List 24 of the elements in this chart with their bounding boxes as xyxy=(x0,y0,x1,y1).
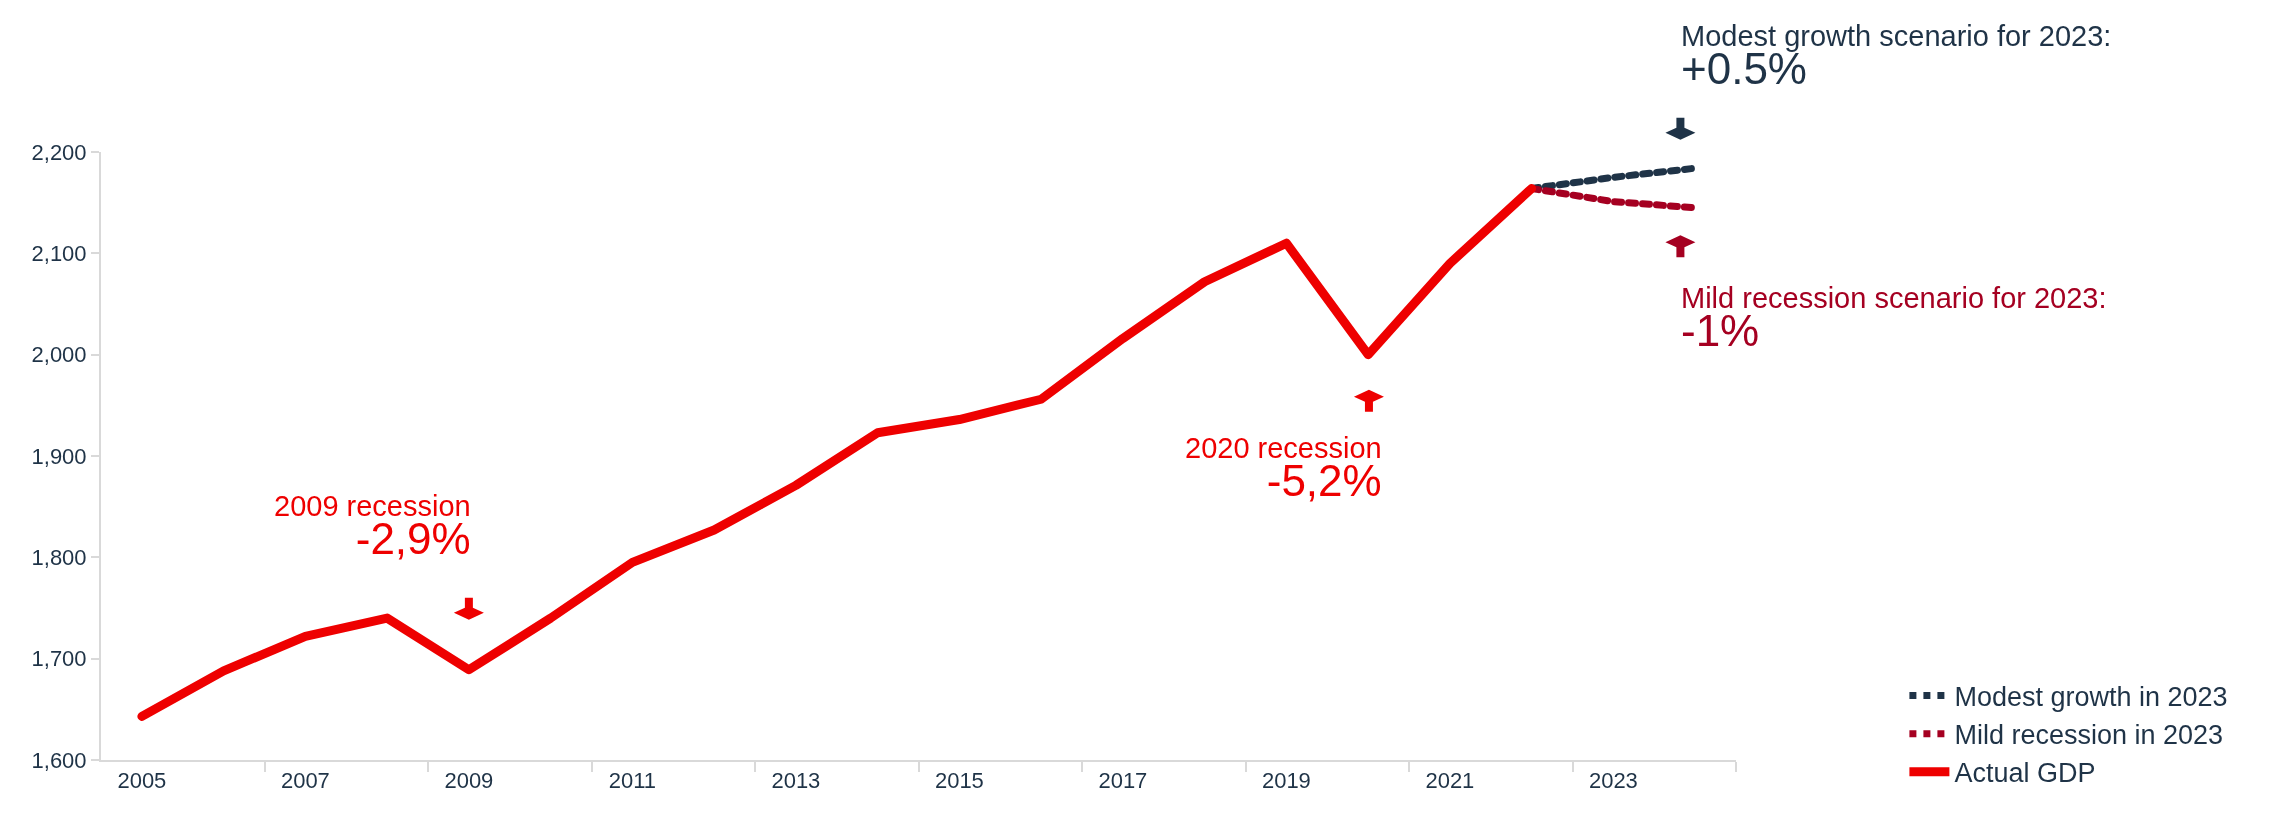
x-tick-label: 2023 xyxy=(1588,768,1638,794)
x-tick-label: 2007 xyxy=(280,768,330,794)
x-tick-label: 2019 xyxy=(1261,768,1311,794)
x-tick-label: 2015 xyxy=(934,768,984,794)
y-tick-label: 2,200 xyxy=(31,139,87,165)
text: Modest growth scenario for 2023: +0.5% xyxy=(1681,20,2112,93)
x-tick-label: 2005 xyxy=(117,768,167,794)
annotation: 2009 recession -2,9% xyxy=(274,490,471,563)
annotation: 2020 recession -5,2% xyxy=(1185,432,1382,505)
y-tick-label: 1,800 xyxy=(31,545,87,571)
x-tick-label: 2017 xyxy=(1098,768,1148,794)
x-tick-label: 2011 xyxy=(608,768,657,794)
legend-label: Mild recession in 2023 xyxy=(1954,720,2224,751)
legend-label: Modest growth in 2023 xyxy=(1954,682,2228,713)
x-tick-label: 2013 xyxy=(771,768,821,794)
x-tick-label: 2021 xyxy=(1425,768,1475,794)
legend-label: Actual GDP xyxy=(1954,758,2096,789)
y-tick-label: 2,000 xyxy=(31,342,87,368)
y-tick-label: 2,100 xyxy=(31,241,87,267)
y-tick-label: 1,700 xyxy=(31,646,87,672)
annotation: Mild recession scenario for 2023: -1% xyxy=(1681,282,2107,355)
x-tick-label: 2009 xyxy=(444,768,494,794)
y-tick-label: 1,600 xyxy=(31,747,87,773)
y-tick-label: 1,900 xyxy=(31,443,87,469)
